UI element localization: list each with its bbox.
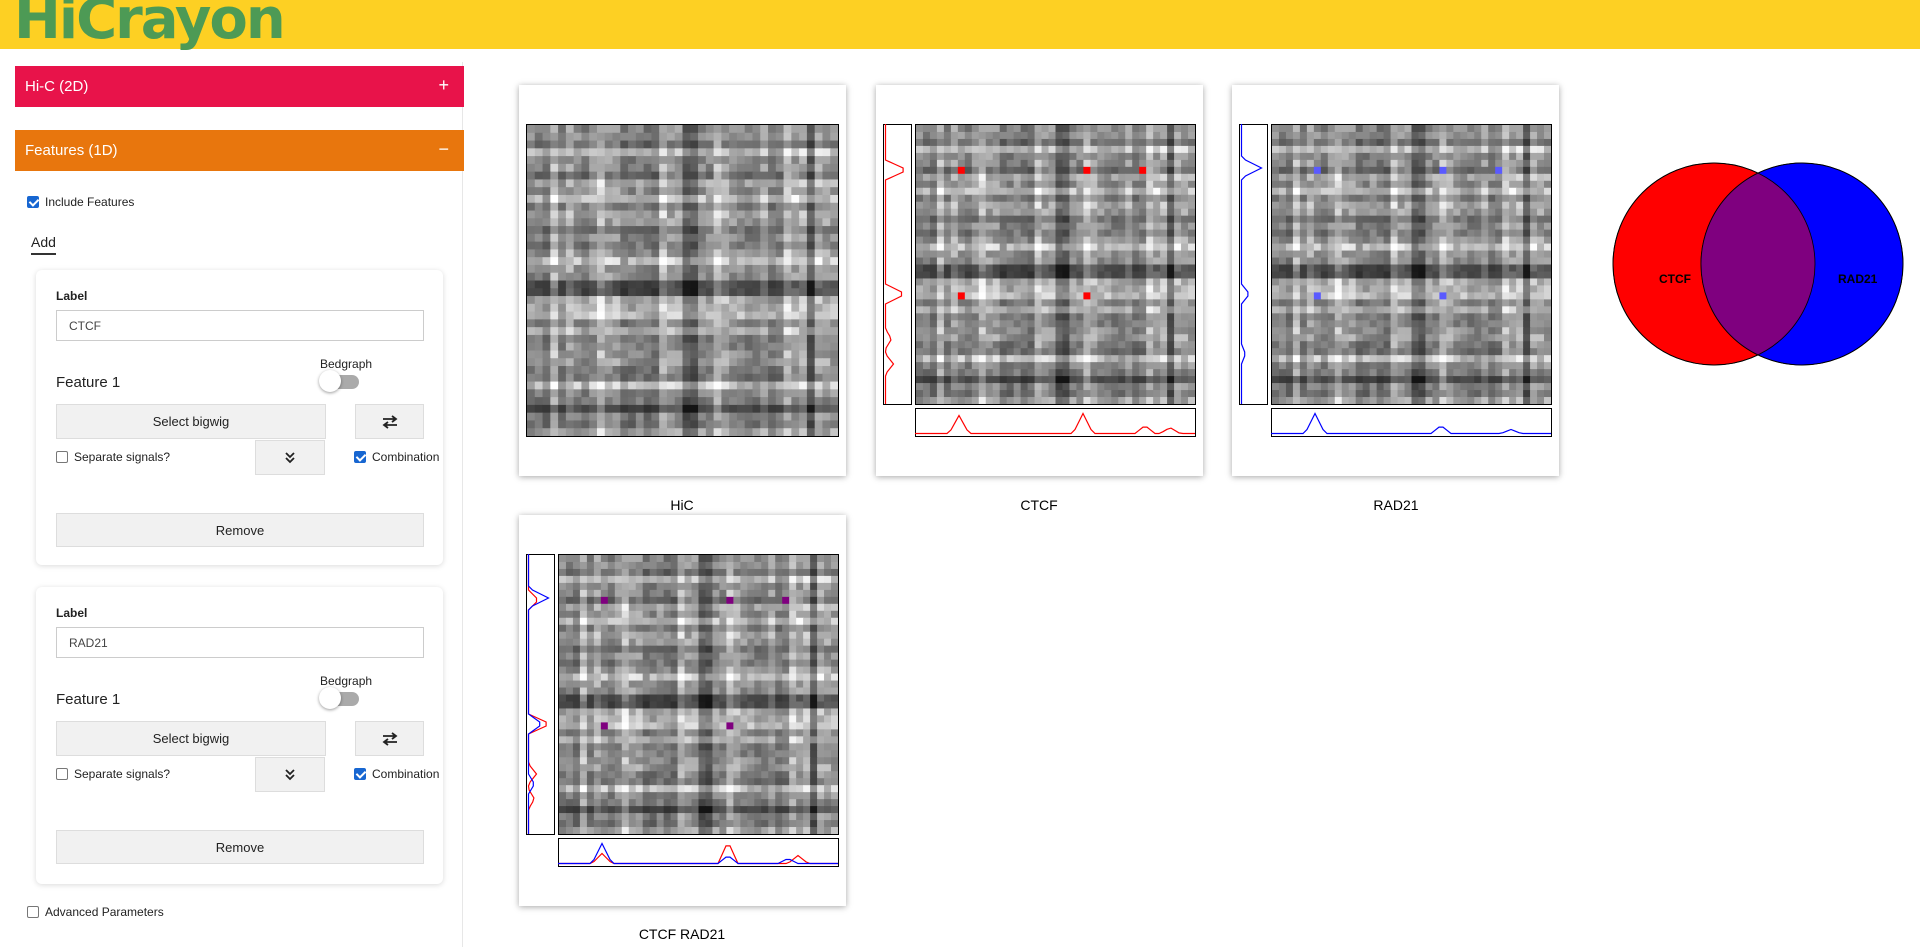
combined-vertical-track <box>526 554 555 835</box>
advanced-parameters-label: Advanced Parameters <box>45 905 164 919</box>
app-logo: HiCrayon <box>14 0 286 52</box>
separate-signals-row[interactable]: Separate signals? <box>56 450 170 464</box>
separate-signals-label: Separate signals? <box>74 450 171 464</box>
swap-button[interactable] <box>355 404 424 439</box>
advanced-parameters-row[interactable]: Advanced Parameters <box>27 905 164 919</box>
expand-icon: + <box>438 75 449 95</box>
venn-left-label: CTCF <box>1659 272 1691 286</box>
label-heading: Label <box>56 289 88 303</box>
feature-card-rad21: Label RAD21 Bedgraph Feature 1 Select bi… <box>36 587 443 884</box>
label-input[interactable]: RAD21 <box>56 627 424 658</box>
combination-row[interactable]: Combination <box>354 450 439 464</box>
venn-overlap <box>1701 163 1815 365</box>
label-heading: Label <box>56 606 88 620</box>
advanced-parameters-checkbox[interactable] <box>27 906 39 918</box>
combined-caption: CTCF RAD21 <box>638 926 726 942</box>
separate-signals-checkbox[interactable] <box>56 768 68 780</box>
heatmap-cells <box>527 125 839 437</box>
chevron-double-down-icon <box>285 768 295 780</box>
expand-options-button[interactable] <box>255 440 325 475</box>
expand-options-button[interactable] <box>255 757 325 792</box>
separate-signals-row[interactable]: Separate signals? <box>56 767 170 781</box>
top-bar: HiCrayon <box>0 0 1920 49</box>
feature-title: Feature 1 <box>56 691 121 708</box>
ctcf-caption: CTCF <box>1020 497 1058 513</box>
hic-panel-header[interactable]: Hi-C (2D) + <box>15 66 464 107</box>
rad21-vertical-track <box>1239 124 1268 405</box>
heatmap-cells <box>1272 125 1552 405</box>
ctcf-plot-card <box>876 85 1203 476</box>
venn-right-label: RAD21 <box>1838 272 1878 286</box>
include-features-label: Include Features <box>45 195 135 209</box>
select-bigwig-button[interactable]: Select bigwig <box>56 721 326 756</box>
include-features-row[interactable]: Include Features <box>27 195 134 209</box>
swap-icon <box>382 731 397 746</box>
chevron-double-down-icon <box>285 451 295 463</box>
swap-icon <box>382 414 397 429</box>
ctcf-heatmap <box>915 124 1196 405</box>
features-panel-title: Features (1D) <box>25 142 118 159</box>
hic-heatmap <box>526 124 839 437</box>
separate-signals-checkbox[interactable] <box>56 451 68 463</box>
label-input-value: RAD21 <box>69 635 108 650</box>
hic-plot-card <box>519 85 846 476</box>
select-bigwig-button[interactable]: Select bigwig <box>56 404 326 439</box>
label-input[interactable]: CTCF <box>56 310 424 341</box>
combination-checkbox[interactable] <box>354 451 366 463</box>
remove-button[interactable]: Remove <box>56 830 424 864</box>
features-panel-header[interactable]: Features (1D) − <box>15 130 464 171</box>
bedgraph-label: Bedgraph <box>320 674 373 688</box>
venn-diagram: CTCF RAD21 <box>1612 162 1904 366</box>
ctcf-vertical-track <box>883 124 912 405</box>
include-features-checkbox[interactable] <box>27 196 39 208</box>
rad21-horizontal-track <box>1271 408 1552 437</box>
combined-horizontal-track <box>558 838 839 867</box>
label-input-value: CTCF <box>69 318 101 333</box>
combined-heatmap <box>558 554 839 835</box>
swap-button[interactable] <box>355 721 424 756</box>
combination-label: Combination <box>372 450 440 464</box>
bedgraph-toggle[interactable] <box>319 687 362 709</box>
combination-checkbox[interactable] <box>354 768 366 780</box>
remove-button[interactable]: Remove <box>56 513 424 547</box>
combination-label: Combination <box>372 767 440 781</box>
bedgraph-toggle[interactable] <box>319 370 362 392</box>
combined-plot-card <box>519 515 846 906</box>
bedgraph-label: Bedgraph <box>320 357 373 371</box>
feature-title: Feature 1 <box>56 374 121 391</box>
rad21-caption: RAD21 <box>1373 497 1419 513</box>
tab-add[interactable]: Add <box>31 234 56 255</box>
ctcf-horizontal-track <box>915 408 1196 437</box>
sidebar: Hi-C (2D) + Features (1D) − Include Feat… <box>15 62 464 947</box>
combination-row[interactable]: Combination <box>354 767 439 781</box>
hic-panel-title: Hi-C (2D) <box>25 78 89 95</box>
hic-caption: HiC <box>670 497 694 513</box>
collapse-icon: − <box>438 139 449 159</box>
heatmap-cells <box>916 125 1196 405</box>
separate-signals-label: Separate signals? <box>74 767 171 781</box>
heatmap-cells <box>559 555 839 835</box>
rad21-heatmap <box>1271 124 1552 405</box>
feature-card-ctcf: Label CTCF Bedgraph Feature 1 Select big… <box>36 270 443 565</box>
rad21-plot-card <box>1232 85 1559 476</box>
